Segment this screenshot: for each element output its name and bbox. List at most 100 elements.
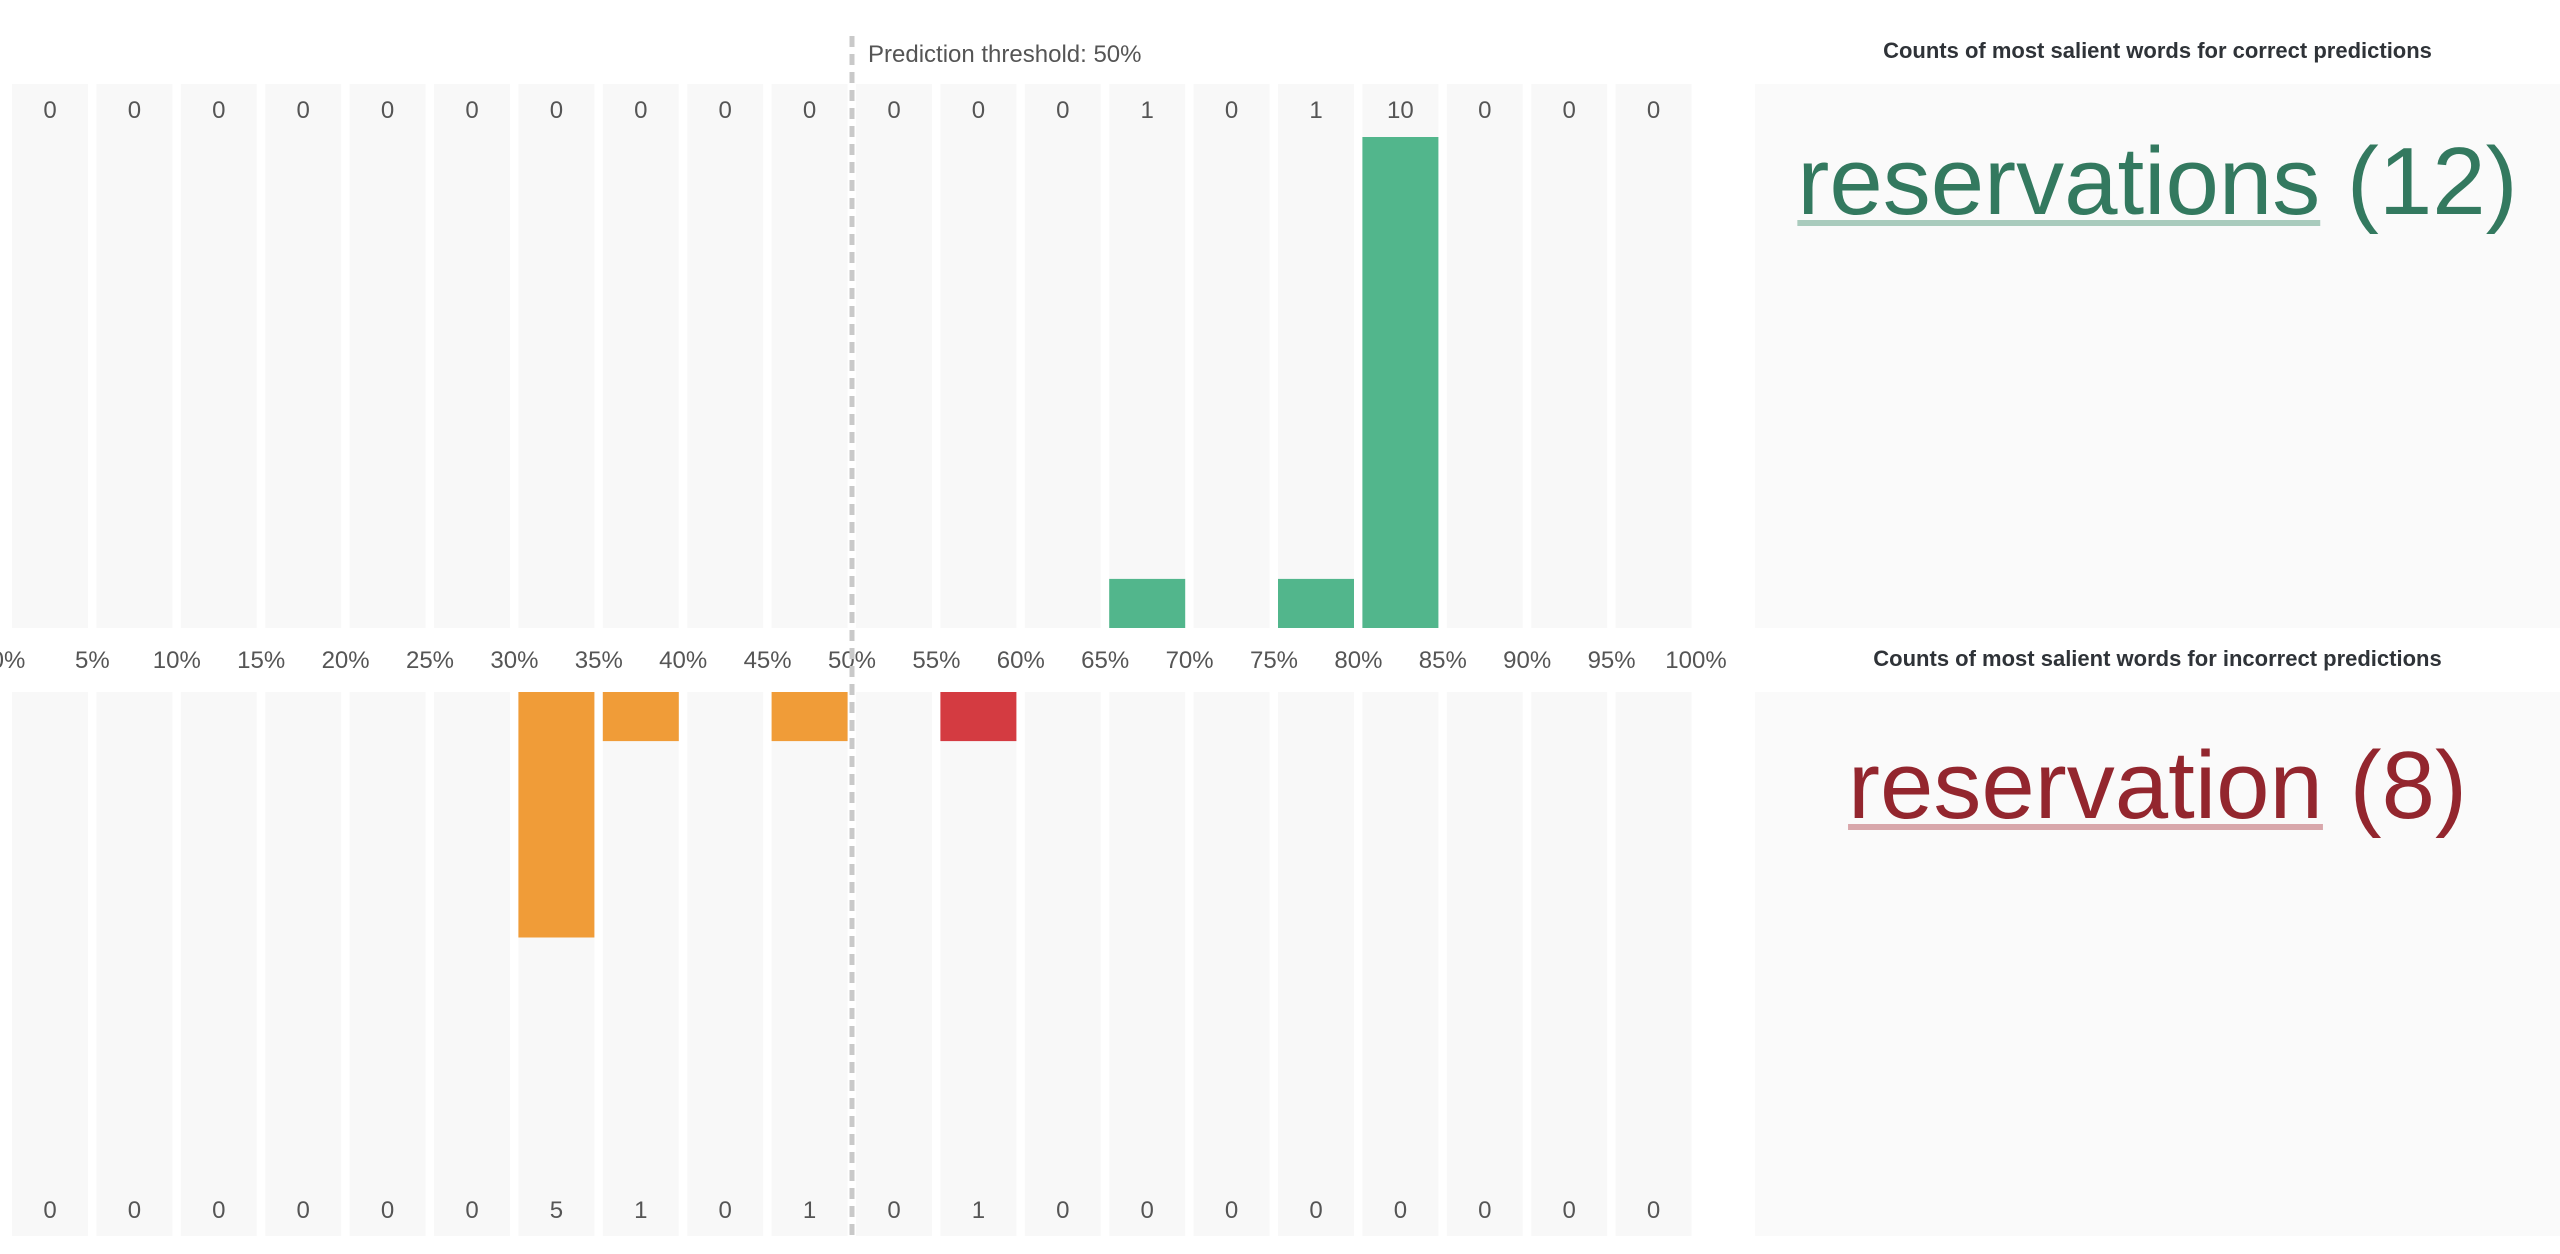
incorrect-count-label: 1 — [634, 1197, 647, 1224]
correct-count-label: 0 — [972, 97, 985, 124]
incorrect-bar — [602, 692, 679, 742]
x-tick-label: 55% — [912, 647, 960, 674]
bin-background-bottom — [940, 692, 1017, 1236]
correct-count-label: 0 — [803, 97, 816, 124]
correct-count-label: 0 — [1478, 97, 1491, 124]
correct-count-label: 0 — [297, 97, 310, 124]
correct-count-label: 1 — [1309, 97, 1322, 124]
bin-background-top — [940, 84, 1017, 628]
x-tick-label: 25% — [406, 647, 454, 674]
incorrect-count-label: 0 — [297, 1197, 310, 1224]
x-tick-label: 30% — [490, 647, 538, 674]
incorrect-panel-title: Counts of most salient words for incorre… — [1873, 646, 2442, 671]
incorrect-count-label: 0 — [1563, 1197, 1576, 1224]
bin-background-bottom — [180, 692, 257, 1236]
incorrect-count-label: 0 — [887, 1197, 900, 1224]
incorrect-count-label: 0 — [1225, 1197, 1238, 1224]
x-tick-label: 80% — [1334, 647, 1382, 674]
incorrect-count-label: 0 — [465, 1197, 478, 1224]
threshold-label: Prediction threshold: 50% — [868, 41, 1142, 68]
correct-count-label: 0 — [465, 97, 478, 124]
bin-background-top — [1193, 84, 1270, 628]
bin-background-bottom — [771, 692, 848, 1236]
correct-bar — [1109, 578, 1186, 628]
bin-background-bottom — [1278, 692, 1354, 1236]
bin-background-top — [1531, 84, 1608, 628]
incorrect-count-label: 0 — [1309, 1197, 1322, 1224]
incorrect-count-label: 0 — [719, 1197, 732, 1224]
bin-background-bottom — [1193, 692, 1270, 1236]
incorrect-count-label: 5 — [550, 1197, 563, 1224]
bin-background-top — [1278, 84, 1354, 628]
x-tick-label: 95% — [1588, 647, 1636, 674]
incorrect-count-label: 0 — [381, 1197, 394, 1224]
incorrect-bar — [518, 692, 595, 938]
incorrect-count-label: 0 — [1478, 1197, 1491, 1224]
bin-background-bottom — [1109, 692, 1186, 1236]
x-tick-label: 85% — [1419, 647, 1467, 674]
x-tick-label: 0% — [0, 647, 25, 674]
x-tick-label: 35% — [575, 647, 623, 674]
bin-background-top — [1446, 84, 1523, 628]
correct-word-entry[interactable]: reservations (12) — [1755, 134, 2560, 230]
correct-count-label: 0 — [719, 97, 732, 124]
correct-count-label: 0 — [550, 97, 563, 124]
incorrect-count-label: 1 — [803, 1197, 816, 1224]
incorrect-count-label: 0 — [128, 1197, 141, 1224]
bin-background-bottom — [602, 692, 679, 1236]
correct-salient-word[interactable]: reservations — [1797, 128, 2321, 235]
correct-count-label: 0 — [1056, 97, 1069, 124]
correct-count-label: 0 — [887, 97, 900, 124]
x-tick-label: 90% — [1503, 647, 1551, 674]
x-tick-label: 45% — [744, 647, 792, 674]
x-tick-label: 15% — [237, 647, 285, 674]
x-tick-label: 65% — [1081, 647, 1129, 674]
bin-background-bottom — [687, 692, 764, 1236]
bin-background-bottom — [856, 692, 932, 1236]
bin-background-bottom — [434, 692, 510, 1236]
bin-background-top — [518, 84, 595, 628]
bin-background-bottom — [1531, 692, 1608, 1236]
correct-words-panel: reservations (12) — [1755, 84, 2560, 628]
incorrect-count-label: 0 — [1056, 1197, 1069, 1224]
incorrect-count-label: 0 — [1141, 1197, 1154, 1224]
bin-background-top — [1024, 84, 1101, 628]
x-tick-label: 100% — [1665, 647, 1726, 674]
bin-background-bottom — [349, 692, 426, 1236]
incorrect-count-label: 0 — [1394, 1197, 1407, 1224]
correct-count-label: 0 — [1563, 97, 1576, 124]
bin-background-top — [1109, 84, 1186, 628]
bin-background-top — [180, 84, 257, 628]
incorrect-count-label: 0 — [212, 1197, 225, 1224]
correct-count-label: 0 — [1647, 97, 1660, 124]
bin-background-top — [349, 84, 426, 628]
incorrect-words-panel: reservation (8) — [1755, 692, 2560, 1236]
x-tick-label: 20% — [322, 647, 370, 674]
correct-count-label: 0 — [1225, 97, 1238, 124]
bin-background-top — [1615, 84, 1692, 628]
correct-count-label: 0 — [43, 97, 56, 124]
incorrect-count-label: 0 — [1647, 1197, 1660, 1224]
bin-background-top — [96, 84, 173, 628]
correct-panel-title: Counts of most salient words for correct… — [1883, 38, 2432, 63]
bin-background-bottom — [1615, 692, 1692, 1236]
incorrect-bar — [771, 692, 848, 742]
correct-salient-word-count: (12) — [2346, 128, 2518, 235]
incorrect-count-label: 1 — [972, 1197, 985, 1224]
bin-background-top — [12, 84, 88, 628]
bin-background-top — [771, 84, 848, 628]
correct-count-label: 10 — [1387, 97, 1414, 124]
bin-background-bottom — [1362, 692, 1439, 1236]
bin-background-top — [602, 84, 679, 628]
correct-count-label: 0 — [212, 97, 225, 124]
correct-count-label: 0 — [381, 97, 394, 124]
x-tick-label: 60% — [997, 647, 1045, 674]
bin-background-bottom — [12, 692, 88, 1236]
bin-background-bottom — [1446, 692, 1523, 1236]
incorrect-salient-word[interactable]: reservation — [1848, 732, 2323, 839]
correct-bar — [1362, 137, 1439, 628]
incorrect-bar — [940, 692, 1017, 742]
correct-count-label: 0 — [634, 97, 647, 124]
incorrect-word-entry[interactable]: reservation (8) — [1755, 738, 2560, 834]
x-tick-label: 5% — [75, 647, 110, 674]
